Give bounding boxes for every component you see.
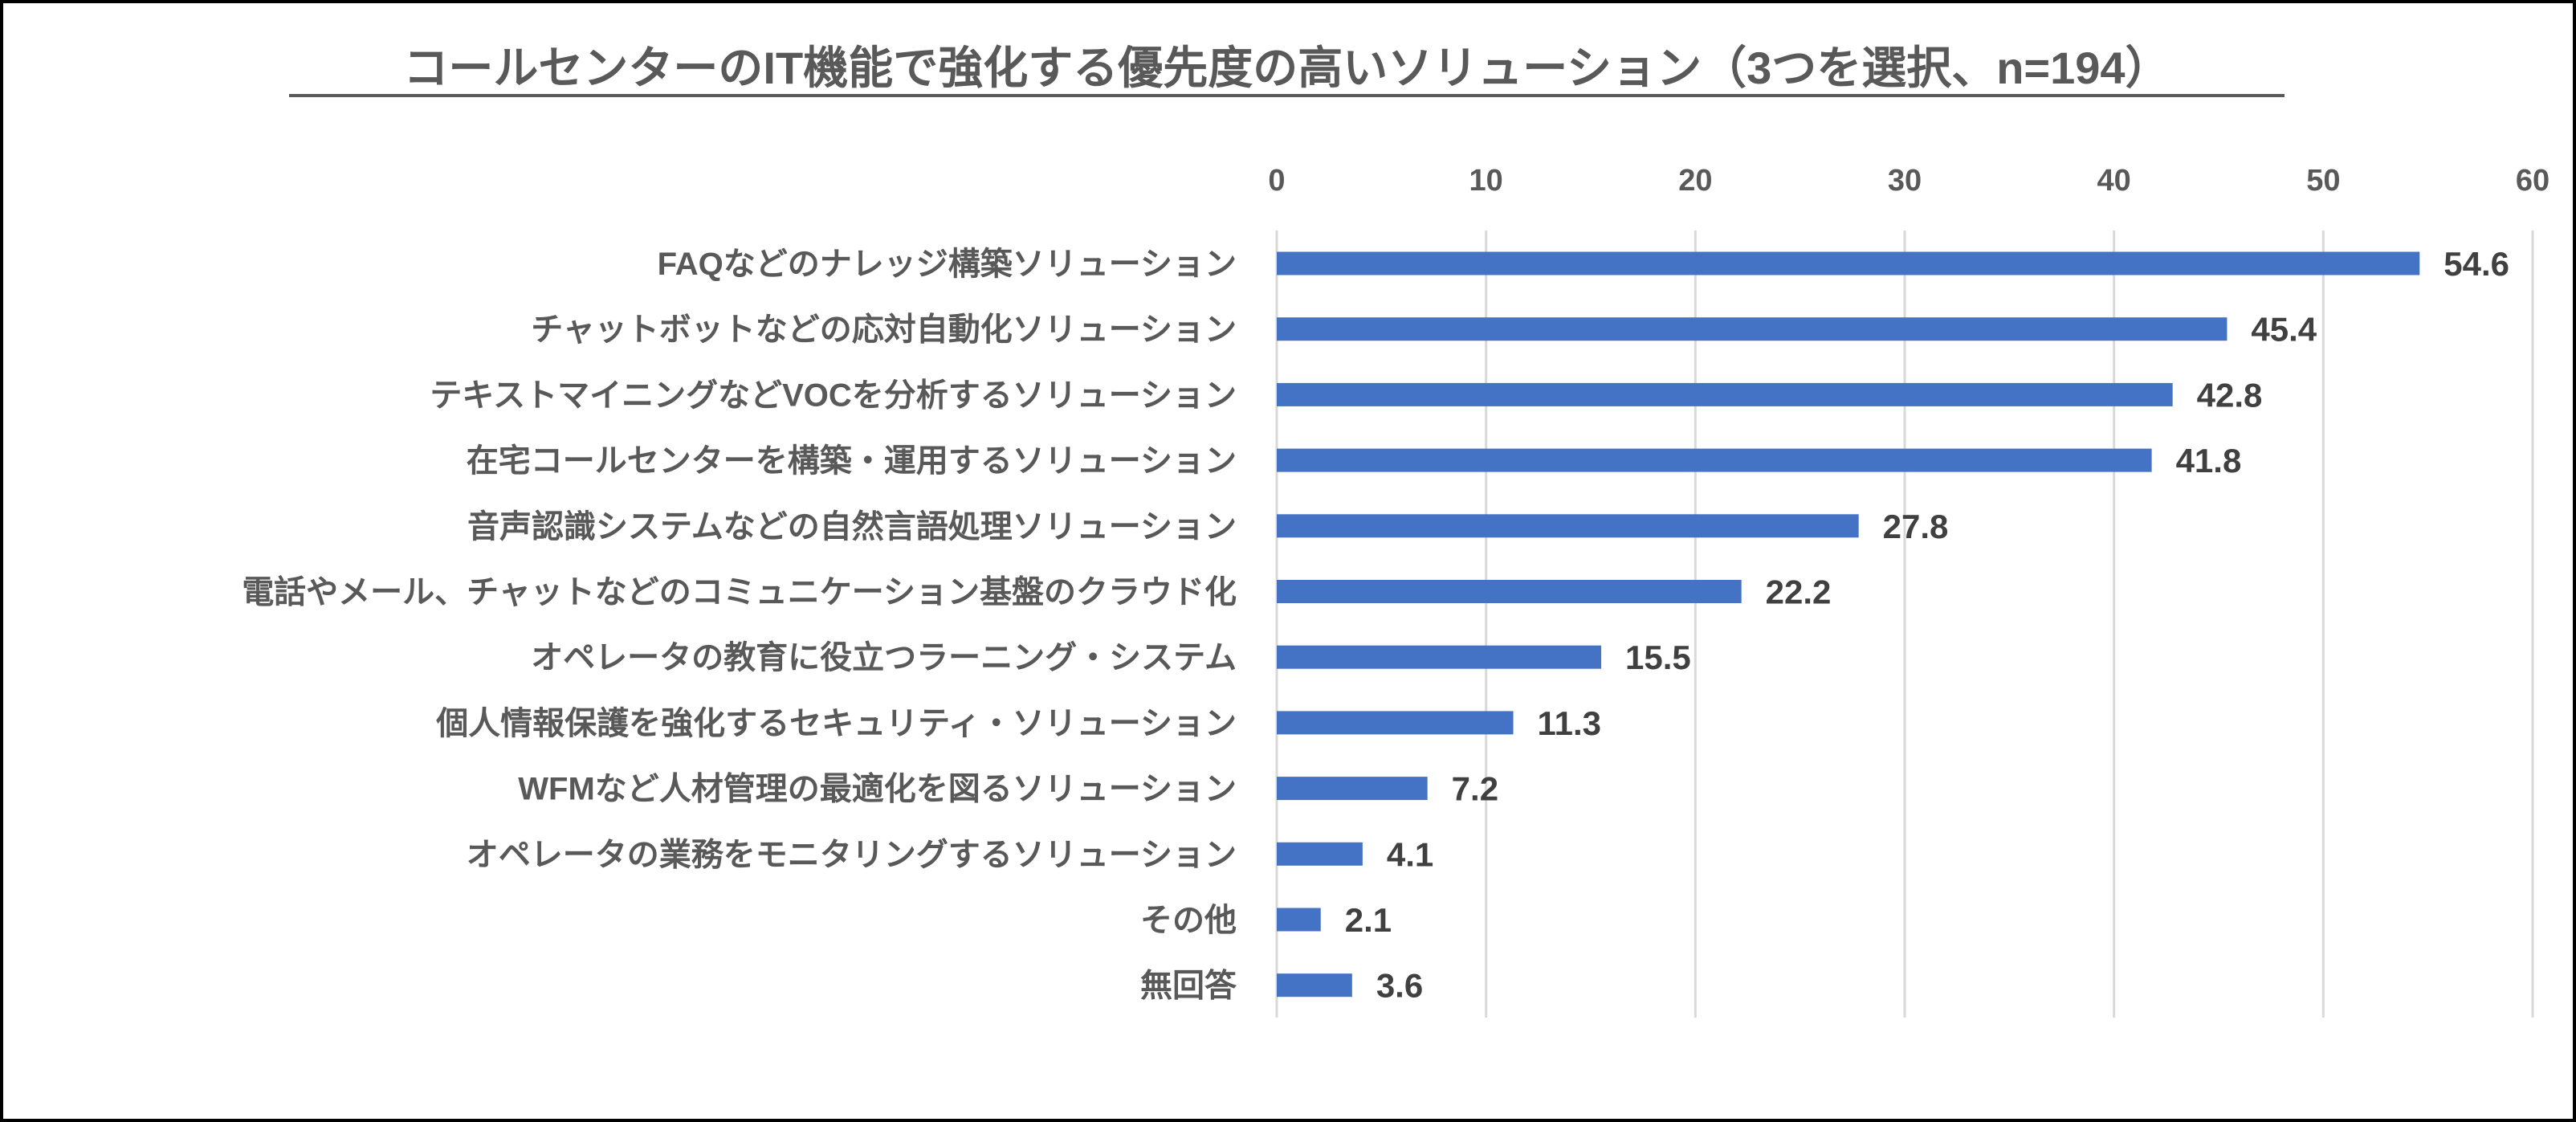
x-tick-label: 30 [1888, 164, 1922, 198]
title-underline [289, 94, 2285, 97]
data-label: 27.8 [1883, 508, 1949, 545]
bar [1277, 580, 1742, 603]
category-label: 個人情報保護を強化するセキュリティ・ソリューション [435, 706, 1237, 741]
bar [1277, 514, 1859, 538]
data-label: 22.2 [1766, 573, 1832, 611]
category-label: 無回答 [1140, 969, 1237, 1004]
data-label: 54.6 [2444, 245, 2509, 283]
bar [1277, 251, 2420, 275]
category-label: WFMなど人材管理の最適化を図るソリューション [518, 772, 1237, 807]
bar [1277, 382, 2173, 406]
x-tick-label: 60 [2516, 164, 2550, 198]
chart-title: コールセンターのIT機能で強化する優先度の高いソリューション（3つを選択、n=1… [403, 43, 2170, 93]
category-label: オペレータの業務をモニタリングするソリューション [467, 837, 1237, 872]
bar [1277, 645, 1602, 669]
category-label: 在宅コールセンターを構築・運用するソリューション [467, 443, 1237, 479]
data-label: 41.8 [2176, 442, 2242, 479]
bar [1277, 842, 1363, 866]
category-label: その他 [1140, 903, 1237, 938]
x-tick-label: 20 [1678, 164, 1712, 198]
bar [1277, 777, 1428, 801]
category-label: FAQなどのナレッジ構築ソリューション [658, 247, 1237, 282]
data-label: 15.5 [1625, 639, 1691, 676]
bar [1277, 908, 1321, 932]
data-label: 11.3 [1538, 704, 1601, 742]
data-label: 7.2 [1452, 770, 1498, 808]
x-tick-label: 0 [1268, 164, 1285, 198]
data-label: 45.4 [2251, 311, 2317, 349]
category-label: 音声認識システムなどの自然言語処理ソリューション [467, 509, 1237, 545]
x-tick-label: 50 [2306, 164, 2340, 198]
data-label: 2.1 [1345, 901, 1392, 939]
x-tick-label: 10 [1469, 164, 1503, 198]
x-tick-label: 40 [2097, 164, 2131, 198]
bar [1277, 448, 2152, 472]
category-label: テキストマイニングなどVOCを分析するソリューション [430, 377, 1237, 413]
category-label: オペレータの教育に役立つラーニング・システム [531, 640, 1237, 675]
data-label: 42.8 [2197, 376, 2263, 414]
bar [1277, 711, 1514, 735]
bar [1277, 317, 2228, 341]
category-label: 電話やメール、チャットなどのコミュニケーション基盤のクラウド化 [242, 575, 1237, 610]
data-label: 3.6 [1376, 967, 1423, 1005]
data-label: 4.1 [1387, 835, 1433, 873]
bar [1277, 973, 1352, 998]
category-label: チャットボットなどの応対自動化ソリューション [531, 312, 1237, 348]
